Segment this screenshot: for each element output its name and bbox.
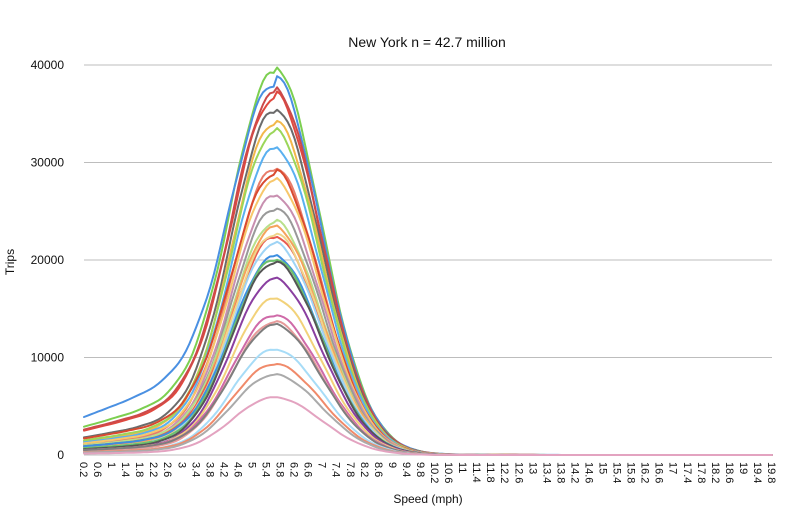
x-tick-label: 5.8 — [274, 462, 286, 477]
x-tick-label: 17.4 — [681, 462, 693, 483]
x-tick-label: 6.6 — [302, 462, 314, 477]
x-tick-label: 3.8 — [203, 462, 215, 477]
series-line — [83, 108, 773, 456]
x-axis-ticks: 0.2 0.6 1 1.4 1.8 2.2 2.6 3 3.4 3.8 4.2 4.6 5 5.4 5.8 6… — [77, 462, 777, 483]
x-tick-label: 15.8 — [625, 462, 637, 483]
x-tick-label: 18.2 — [709, 462, 721, 483]
x-tick-label: 8.6 — [372, 462, 384, 477]
x-tick-label: 6.2 — [288, 462, 300, 477]
x-tick-label: 0.6 — [91, 462, 103, 477]
x-tick-label: 10.6 — [442, 462, 454, 483]
x-tick-label: 12.6 — [512, 462, 524, 483]
x-tick-label: 12.2 — [498, 462, 510, 483]
x-tick-label: 7.4 — [330, 462, 342, 477]
x-tick-label: 7.8 — [344, 462, 356, 477]
y-tick-label: 40000 — [31, 58, 65, 72]
x-tick-label: 15 — [597, 462, 609, 474]
x-tick-label: 13.8 — [554, 462, 566, 483]
x-tick-label: 11.8 — [484, 462, 496, 483]
x-tick-label: 19 — [737, 462, 749, 474]
x-tick-label: 16.2 — [639, 462, 651, 483]
x-tick-label: 14.6 — [582, 462, 594, 483]
x-tick-label: 14.2 — [568, 462, 580, 483]
x-tick-label: 10.2 — [428, 462, 440, 483]
x-tick-label: 15.4 — [611, 462, 623, 483]
chart-title: New York n = 42.7 million — [348, 34, 506, 50]
x-tick-label: 2.6 — [161, 462, 173, 477]
x-tick-label: 11.4 — [470, 462, 482, 483]
x-tick-label: 4.2 — [217, 462, 229, 477]
x-tick-label: 11 — [456, 462, 468, 473]
x-tick-label: 17.8 — [695, 462, 707, 483]
x-tick-label: 18.6 — [723, 462, 735, 483]
x-tick-label: 16.6 — [653, 462, 665, 483]
y-tick-label: 0 — [57, 448, 64, 462]
series-lines — [83, 66, 773, 456]
x-tick-label: 13.4 — [540, 462, 552, 483]
series-line — [83, 396, 773, 456]
y-axis-label: Trips — [3, 249, 17, 275]
y-tick-label: 20000 — [31, 253, 65, 267]
x-tick-label: 2.2 — [147, 462, 159, 477]
x-tick-label: 19.8 — [765, 462, 777, 483]
x-tick-label: 4.6 — [231, 462, 243, 477]
x-tick-label: 9.4 — [400, 462, 412, 477]
x-tick-label: 1.8 — [133, 462, 145, 477]
x-tick-label: 8.2 — [358, 462, 370, 477]
x-tick-label: 19.4 — [751, 462, 763, 483]
x-tick-label: 9.8 — [414, 462, 426, 477]
x-tick-label: 5 — [245, 462, 257, 468]
y-tick-label: 10000 — [31, 351, 65, 365]
x-tick-label: 9 — [386, 462, 398, 468]
y-axis-ticks: 0 10000 20000 30000 40000 — [31, 58, 65, 462]
x-tick-label: 7 — [316, 462, 328, 468]
x-tick-label: 3.4 — [189, 462, 201, 477]
x-tick-label: 3 — [175, 462, 187, 468]
y-tick-label: 30000 — [31, 156, 65, 170]
x-tick-label: 5.4 — [260, 462, 272, 477]
x-tick-label: 0.2 — [77, 462, 89, 477]
x-tick-label: 1.4 — [119, 462, 131, 477]
x-tick-label: 17 — [667, 462, 679, 474]
x-axis-label: Speed (mph) — [393, 492, 462, 506]
series-line — [83, 260, 773, 456]
x-tick-label: 1 — [105, 462, 117, 468]
x-tick-label: 13 — [526, 462, 538, 474]
